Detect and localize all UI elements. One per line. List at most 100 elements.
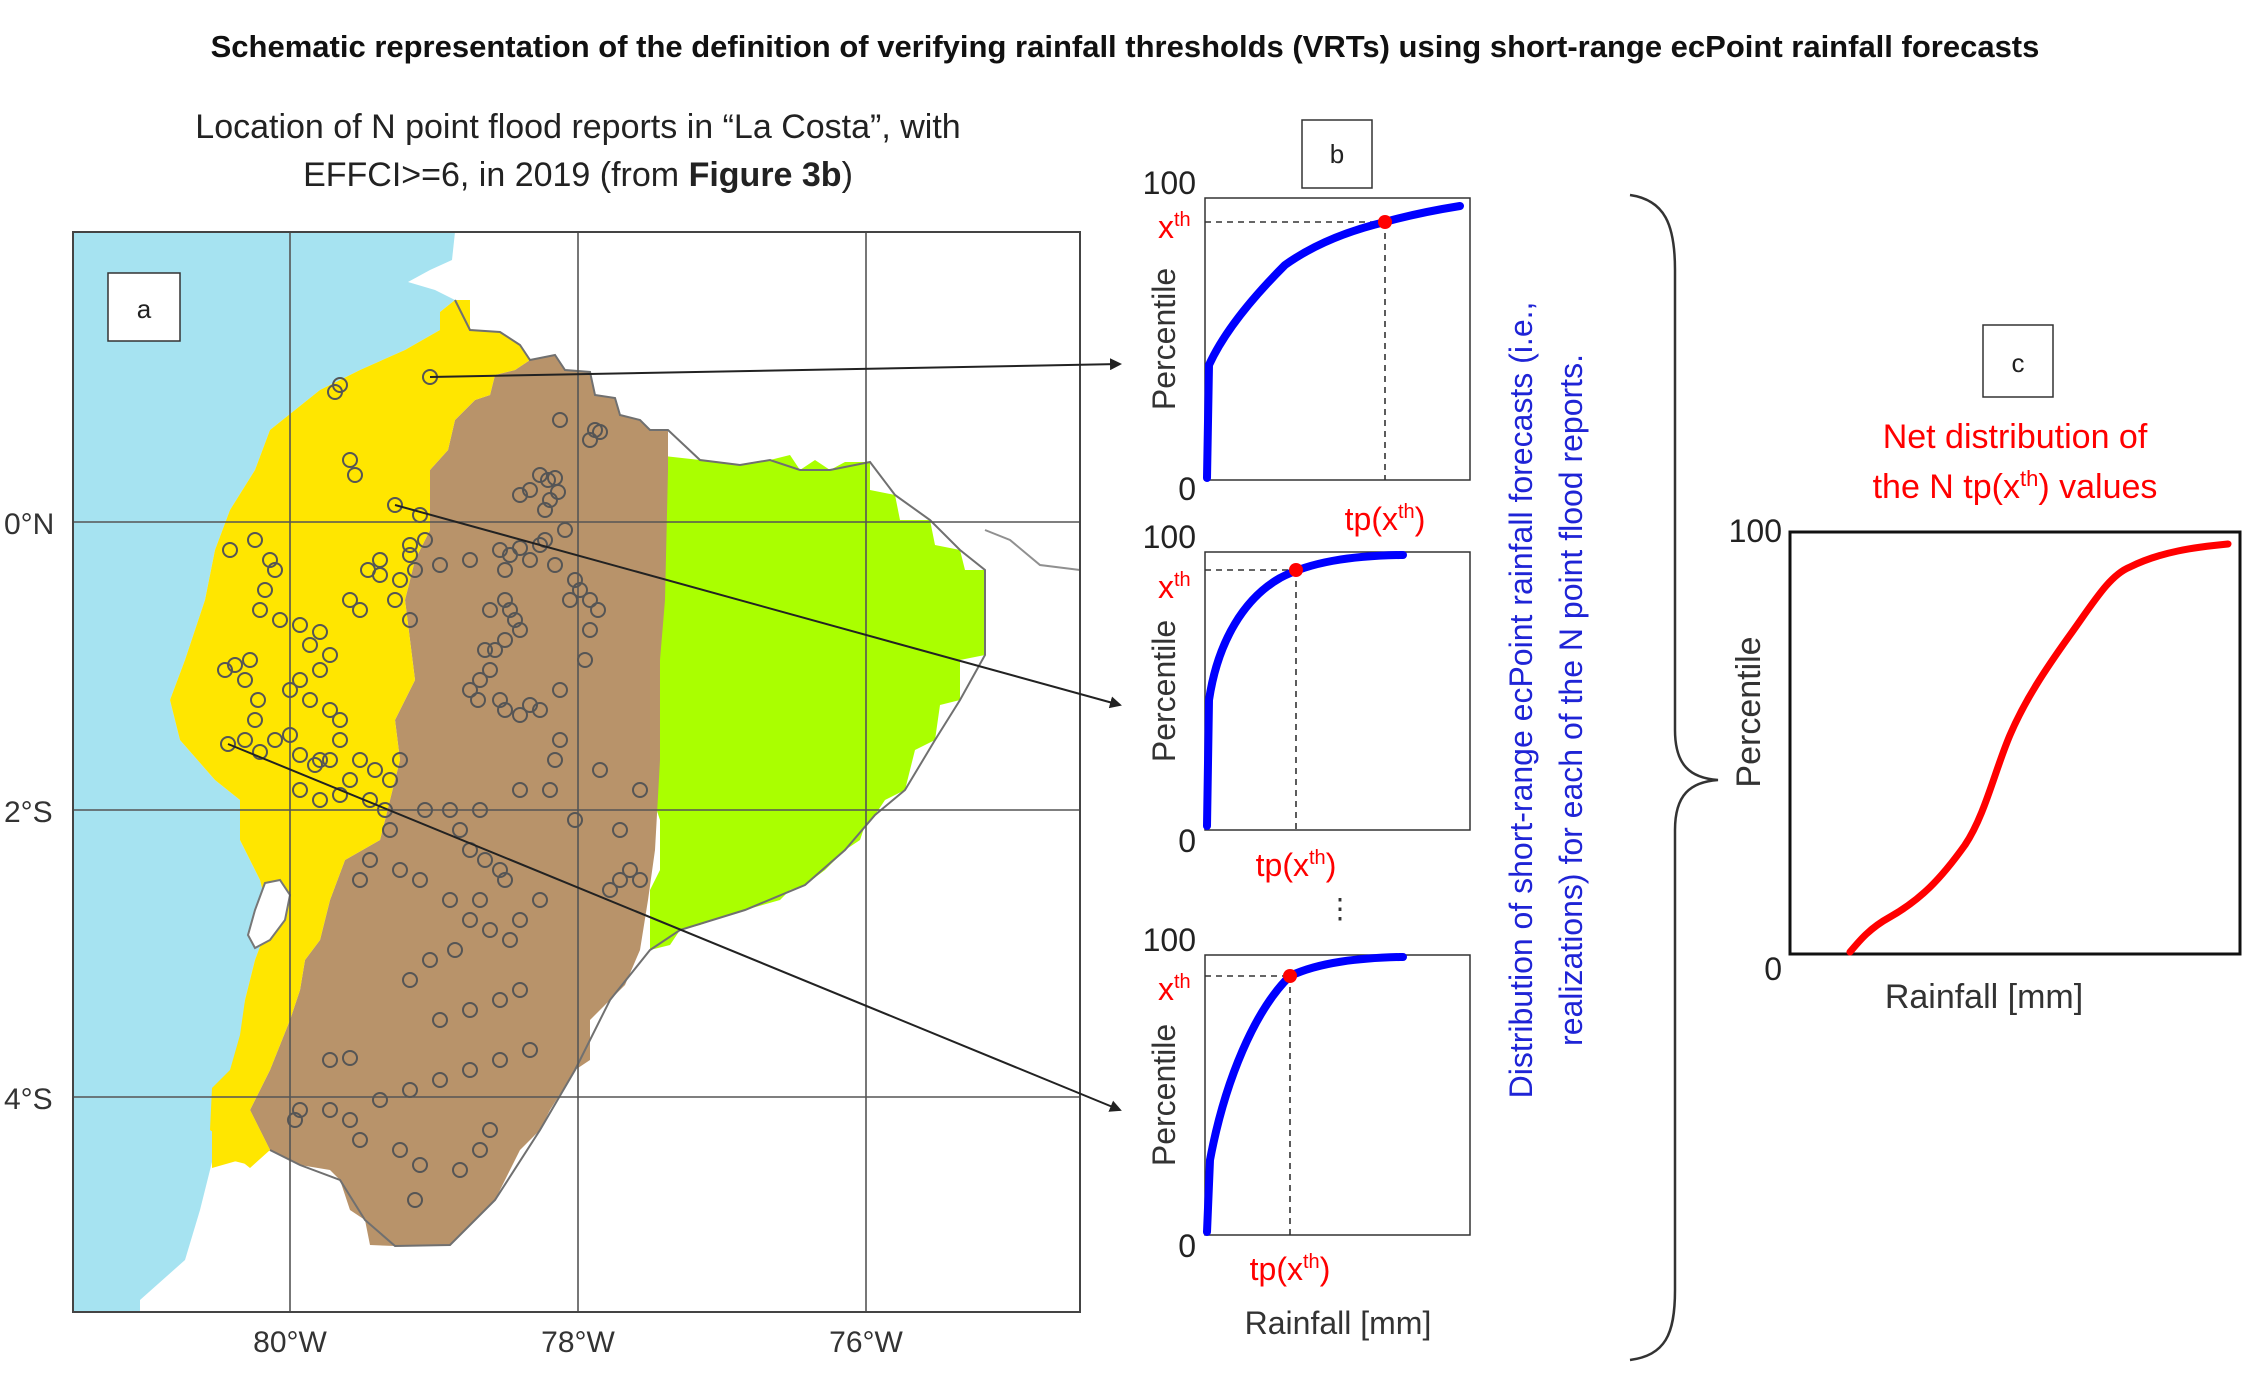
flood-report-marker <box>512 982 528 998</box>
map-frame <box>72 231 1081 1313</box>
flood-report-marker <box>487 642 503 658</box>
flood-report-marker <box>477 852 493 868</box>
flood-report-marker <box>247 712 263 728</box>
flood-report-marker <box>342 772 358 788</box>
flood-report-marker <box>402 537 418 553</box>
plot3-ybottom: 0 <box>1178 1228 1196 1264</box>
flood-report-marker <box>462 1062 478 1078</box>
flood-report-marker <box>532 537 548 553</box>
panel-c-label: c <box>2012 348 2025 378</box>
flood-report-marker <box>342 1112 358 1128</box>
flood-report-marker <box>292 782 308 798</box>
map-caption-line1: Location of N point flood reports in “La… <box>195 108 960 146</box>
flood-report-marker <box>412 1157 428 1173</box>
flood-report-marker <box>242 652 258 668</box>
flood-report-marker <box>512 487 528 503</box>
flood-report-marker <box>447 942 463 958</box>
flood-report-marker <box>470 692 486 708</box>
flood-report-marker <box>237 672 253 688</box>
flood-report-marker <box>507 612 523 628</box>
flood-report-marker <box>217 662 233 678</box>
flood-report-marker <box>352 602 368 618</box>
plot1-cdf-curve <box>1203 202 1464 482</box>
flood-report-marker <box>332 732 348 748</box>
flood-report-marker <box>392 752 408 768</box>
flood-report-marker <box>482 662 498 678</box>
plot3-ytop: 100 <box>1143 922 1196 958</box>
plot2-cdf-curve <box>1203 551 1407 830</box>
flood-report-marker <box>502 602 518 618</box>
flood-report-marker <box>222 542 238 558</box>
flood-report-marker <box>352 752 368 768</box>
flood-report-marker <box>247 532 263 548</box>
flood-report-marker <box>497 702 513 718</box>
plot2-tp-label: tp(xth) <box>1256 847 1337 883</box>
flood-report-marker <box>547 557 563 573</box>
flood-report-marker <box>452 1162 468 1178</box>
flood-report-marker <box>327 384 343 400</box>
region-amazonia <box>650 455 985 950</box>
flood-report-marker <box>402 547 418 563</box>
flood-report-marker <box>377 802 393 818</box>
map-panel <box>73 232 1080 1312</box>
flood-report-marker <box>442 802 458 818</box>
figure-title: Schematic representation of the definiti… <box>211 29 2040 64</box>
side-text-line1: Distribution of short-range ecPoint rain… <box>1503 302 1539 1099</box>
flood-report-marker <box>582 592 598 608</box>
flood-report-marker <box>512 622 528 638</box>
flood-report-marker <box>312 662 328 678</box>
plot1-ytop: 100 <box>1143 165 1196 201</box>
border-line-2 <box>984 529 1080 571</box>
flood-report-marker <box>482 602 498 618</box>
plots-ellipsis: ⋮ <box>1326 893 1354 924</box>
flood-report-marker <box>372 1092 388 1108</box>
flood-report-marker <box>497 632 513 648</box>
flood-report-marker <box>557 522 573 538</box>
flood-report-marker <box>322 1102 338 1118</box>
flood-report-marker <box>237 732 253 748</box>
lat-label-2s: 2°S <box>4 796 53 829</box>
arrow-2 <box>394 504 1122 709</box>
flood-report-marker <box>492 692 508 708</box>
flood-report-marker <box>512 782 528 798</box>
flood-report-marker <box>497 592 513 608</box>
region-costa-south <box>212 1090 270 1168</box>
flood-report-marker <box>472 1142 488 1158</box>
lat-label-4s: 4°S <box>4 1083 53 1116</box>
flood-report-marker <box>522 552 538 568</box>
flood-report-marker <box>392 1142 408 1158</box>
side-text-line2: realizations) for each of the N point fl… <box>1553 354 1589 1046</box>
flood-report-marker <box>632 872 648 888</box>
flood-report-marker <box>472 802 488 818</box>
flood-report-marker <box>267 562 283 578</box>
panel-c-title-line2: the N tp(xth) values <box>1873 466 2158 506</box>
plot3-xlabel: Rainfall [mm] <box>1245 1305 1432 1341</box>
arrow-3 <box>227 743 1122 1112</box>
flood-report-marker <box>432 1012 448 1028</box>
flood-report-marker <box>522 482 538 498</box>
flood-report-marker <box>417 532 433 548</box>
flood-report-marker <box>367 762 383 778</box>
flood-report-marker <box>412 872 428 888</box>
flood-report-marker <box>382 772 398 788</box>
map-grid <box>73 232 1080 1312</box>
cdf-plot-1: 100 0 xth Percentile tp(xth) <box>1143 165 1471 537</box>
flood-report-marker <box>612 872 628 888</box>
cdf-plot-2: 100 0 xth Percentile tp(xth) <box>1143 519 1471 883</box>
flood-report-marker <box>352 872 368 888</box>
flood-report-marker <box>550 484 566 500</box>
flood-report-marker <box>477 642 493 658</box>
plot2-xth: xth <box>1158 569 1191 605</box>
panel-b-label: b <box>1330 139 1344 169</box>
plot3-xth: xth <box>1158 971 1191 1007</box>
net-distribution-curve <box>1846 540 2232 956</box>
flood-report-marker <box>402 612 418 628</box>
flood-report-marker <box>590 602 606 618</box>
panel-a-label-box <box>107 272 181 342</box>
flood-report-marker <box>292 672 308 688</box>
flood-report-marker <box>387 497 403 513</box>
plot2-ylabel: Percentile <box>1146 620 1182 762</box>
flood-report-marker <box>612 822 628 838</box>
flood-report-marker <box>287 1112 303 1128</box>
flood-report-marker <box>592 424 608 440</box>
